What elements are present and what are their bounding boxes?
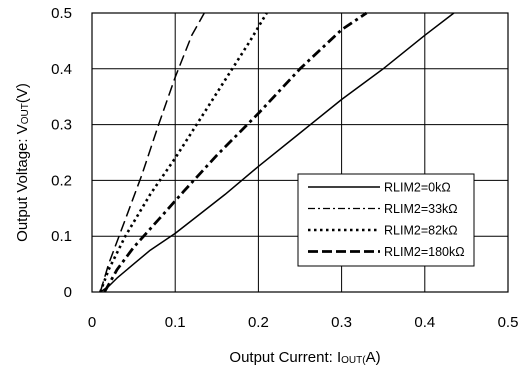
- x-tick-label: 0.4: [414, 314, 435, 331]
- x-axis-label: Output Current: IOUT(A): [229, 349, 380, 366]
- legend-label: RLIM2=82kΩ: [384, 224, 458, 238]
- series-line: [99, 12, 268, 293]
- plot-frame: [91, 12, 509, 293]
- legend-label: RLIM2=0kΩ: [384, 181, 451, 195]
- series-line: [103, 11, 368, 293]
- y-tick-label: 0.4: [51, 61, 72, 78]
- y-tick-label: 0.1: [51, 228, 72, 245]
- legend-label: RLIM2=33kΩ: [384, 202, 458, 216]
- x-tick-label: 0: [88, 314, 96, 331]
- y-tick-label: 0.5: [51, 5, 72, 22]
- y-tick-label: 0: [64, 284, 72, 301]
- x-tick-label: 0.2: [248, 314, 269, 331]
- legend-label: RLIM2=180kΩ: [384, 245, 465, 259]
- series-line: [99, 12, 205, 293]
- tick-layer: 0 0.1 0.2 0.3 0.4 0.5 0 0.1 0.2 0.3 0.4 0.5: [51, 5, 518, 331]
- x-tick-label: 0.1: [165, 314, 186, 331]
- series-layer: [99, 11, 455, 293]
- y-tick-label: 0.3: [51, 117, 72, 134]
- x-tick-label: 0.3: [331, 314, 352, 331]
- series-line: [99, 12, 455, 293]
- legend: RLIM2=0kΩ RLIM2=33kΩ RLIM2=82kΩ RLIM2=180kΩ: [297, 173, 475, 267]
- y-axis-label: Output Voltage: VOUT(V): [14, 83, 31, 242]
- frame-layer: [91, 12, 509, 293]
- y-tick-label: 0.2: [51, 172, 72, 189]
- x-tick-label: 0.5: [498, 314, 519, 331]
